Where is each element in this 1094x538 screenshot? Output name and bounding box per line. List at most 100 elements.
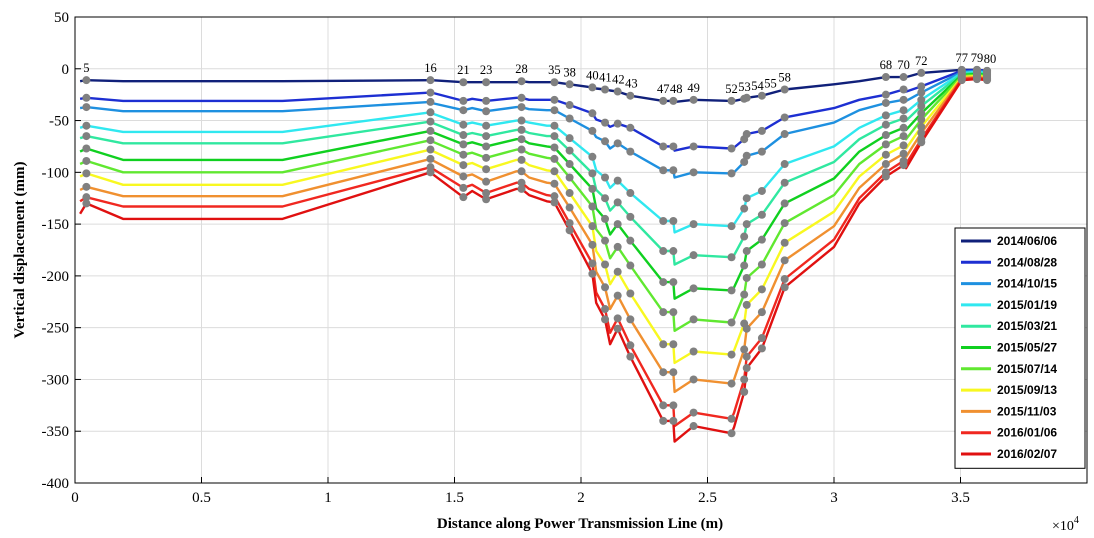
tower-marker xyxy=(727,286,736,295)
tower-label: 5 xyxy=(83,61,89,75)
tower-marker xyxy=(426,108,435,117)
tower-marker xyxy=(689,251,698,260)
series-line xyxy=(79,72,988,300)
tower-marker xyxy=(601,85,610,94)
tower-marker xyxy=(550,143,559,152)
tower-marker xyxy=(689,142,698,151)
tower-marker xyxy=(613,324,622,333)
tower-label: 53 xyxy=(738,80,751,94)
x-tick-label: 3.5 xyxy=(951,490,970,506)
x-tick-label: 1.5 xyxy=(445,490,464,506)
tower-marker xyxy=(881,150,890,159)
x-multiplier-base: ×10 xyxy=(1052,519,1074,534)
tower-marker xyxy=(757,344,766,353)
tower-marker xyxy=(82,93,91,102)
tower-marker xyxy=(565,173,574,182)
tower-marker xyxy=(601,214,610,223)
tower-marker xyxy=(588,222,597,231)
tower-marker xyxy=(757,285,766,294)
y-axis-label: Vertical displacement (mm) xyxy=(12,162,28,339)
tower-marker xyxy=(482,78,491,87)
tower-marker xyxy=(626,91,635,100)
tower-marker xyxy=(517,178,526,187)
tower-marker xyxy=(517,103,526,112)
tower-marker xyxy=(565,203,574,212)
y-tick-label: -400 xyxy=(42,476,70,492)
tower-marker xyxy=(742,93,751,102)
tower-marker xyxy=(659,247,668,256)
x-tick-label: 2 xyxy=(577,490,585,506)
tower-marker xyxy=(659,401,668,410)
tower-marker xyxy=(881,98,890,107)
tower-label: 68 xyxy=(880,58,893,72)
legend-entry-label: 2015/01/19 xyxy=(997,298,1057,312)
tower-marker xyxy=(565,226,574,235)
tower-marker xyxy=(659,368,668,377)
tower-label: 47 xyxy=(657,82,670,96)
legend-entry-label: 2014/08/28 xyxy=(997,255,1057,269)
tower-marker xyxy=(626,315,635,324)
tower-marker xyxy=(742,247,751,256)
tower-marker xyxy=(482,121,491,130)
tower-marker xyxy=(727,379,736,388)
tower-marker xyxy=(780,160,789,169)
tower-marker xyxy=(727,222,736,231)
tower-marker xyxy=(659,278,668,287)
tower-label: 54 xyxy=(751,79,764,93)
tower-marker xyxy=(780,274,789,283)
tower-marker xyxy=(482,195,491,204)
tower-marker xyxy=(459,140,468,149)
tower-marker xyxy=(917,109,926,118)
tower-marker xyxy=(550,154,559,163)
series-line xyxy=(79,70,988,234)
tower-marker xyxy=(957,76,966,85)
tower-marker xyxy=(626,341,635,350)
tower-marker xyxy=(689,315,698,324)
tower-marker xyxy=(899,85,908,94)
tower-marker xyxy=(757,186,766,195)
legend-entry-label: 2014/06/06 xyxy=(997,234,1057,248)
tower-marker xyxy=(517,93,526,102)
tower-label: 48 xyxy=(670,82,683,96)
tower-marker xyxy=(669,368,678,377)
x-tick-label: 0 xyxy=(71,490,79,506)
tower-marker xyxy=(626,261,635,270)
tower-marker xyxy=(669,166,678,175)
tower-label: 35 xyxy=(548,63,561,77)
tower-marker xyxy=(727,429,736,438)
legend-entry-label: 2015/05/27 xyxy=(997,341,1057,355)
tower-marker xyxy=(689,375,698,384)
x-multiplier-label: ×104 xyxy=(1052,515,1079,534)
tower-marker xyxy=(740,232,749,241)
tower-marker xyxy=(601,137,610,146)
tower-marker xyxy=(426,168,435,177)
tower-marker xyxy=(550,106,559,115)
tower-label: 55 xyxy=(764,77,777,91)
tower-marker xyxy=(881,120,890,129)
tower-marker xyxy=(669,217,678,226)
tower-label: 16 xyxy=(424,61,437,75)
tower-marker xyxy=(742,324,751,333)
tower-marker xyxy=(550,192,559,201)
tower-marker xyxy=(757,308,766,317)
tower-marker xyxy=(727,169,736,178)
legend-entry-label: 2015/03/21 xyxy=(997,319,1057,333)
tower-marker xyxy=(426,76,435,85)
tower-marker xyxy=(740,261,749,270)
tower-marker xyxy=(601,283,610,292)
tower-marker xyxy=(482,153,491,162)
tower-marker xyxy=(82,103,91,112)
tower-marker xyxy=(659,308,668,317)
tower-marker xyxy=(565,101,574,110)
tower-marker xyxy=(780,113,789,122)
tower-marker xyxy=(917,115,926,124)
x-tick-label: 1 xyxy=(324,490,332,506)
tower-label: 42 xyxy=(612,73,625,87)
tower-label: 52 xyxy=(725,82,738,96)
tower-marker xyxy=(659,416,668,425)
tower-marker xyxy=(740,204,749,213)
tower-marker xyxy=(588,240,597,249)
tower-marker xyxy=(82,144,91,153)
tower-marker xyxy=(742,352,751,361)
tower-marker xyxy=(613,291,622,300)
